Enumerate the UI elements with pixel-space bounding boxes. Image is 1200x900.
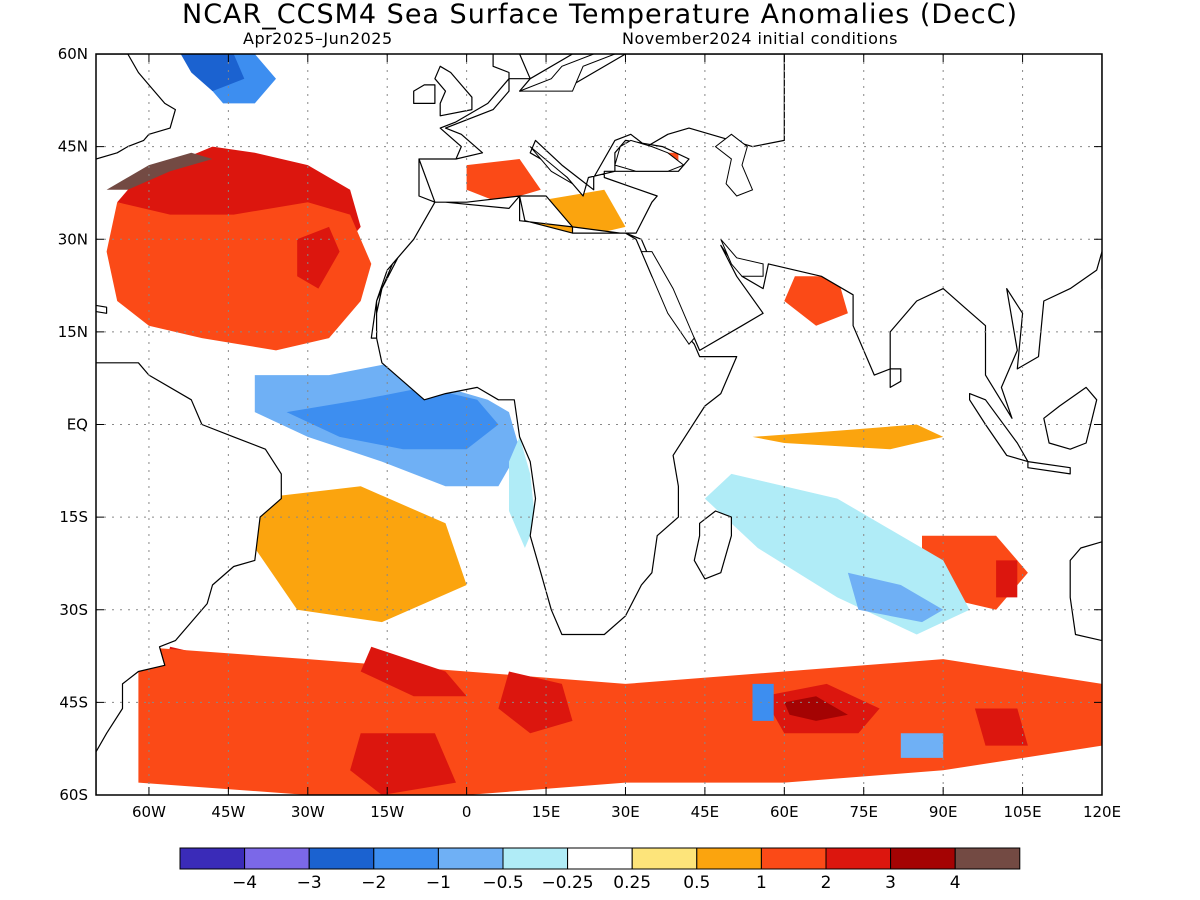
- colorbar-swatch-4: [437, 847, 504, 870]
- colorbar-swatch-0: [179, 847, 246, 870]
- lat-tick-label: 45S: [59, 693, 88, 711]
- anomaly-region-23: [752, 683, 774, 721]
- anomaly-region-10: [254, 486, 467, 623]
- land-south-america: [96, 362, 282, 795]
- land-java: [1027, 461, 1071, 475]
- land-great-britain: [434, 65, 473, 117]
- anomaly-region-18: [974, 708, 1028, 746]
- lon-tick-label: 15E: [532, 803, 561, 821]
- forecast-period-label: Apr2025–Jun2025: [243, 29, 393, 48]
- lon-tick-label: 15W: [370, 803, 404, 821]
- lat-tick-label: EQ: [67, 416, 88, 434]
- colorbar-label: −1: [426, 873, 451, 893]
- lat-tick-label: 60S: [59, 786, 88, 804]
- lat-tick-label: 30N: [58, 230, 88, 248]
- lon-tick-label: 30E: [611, 803, 640, 821]
- anomaly-region-13: [360, 646, 467, 697]
- land-sri-lanka: [889, 368, 902, 388]
- land-australia: [1069, 541, 1102, 642]
- colorbar: −4 −3 −2 −1 −0.5 −0.25 0.25 0.5 1 2 3 4: [179, 847, 1021, 893]
- colorbar-swatch-3: [373, 847, 439, 870]
- lon-tick-label: 0: [462, 803, 472, 821]
- colorbar-label: −0.5: [482, 873, 523, 893]
- land-madagascar: [693, 510, 733, 580]
- colorbar-swatch-5: [502, 847, 569, 870]
- colorbar-label: 1: [756, 873, 767, 893]
- anomaly-region-24: [900, 733, 944, 758]
- lon-tick-label: 60E: [770, 803, 799, 821]
- water-caspian-sea: [714, 133, 754, 197]
- colorbar-label: 4: [950, 873, 961, 893]
- land-borneo: [1043, 386, 1098, 450]
- colorbar-swatch-12: [954, 847, 1021, 870]
- water-baltic-sea: [519, 54, 616, 92]
- colorbar-label: 0.5: [683, 873, 710, 893]
- colorbar-swatch-7: [631, 847, 698, 870]
- lat-tick-label: 60N: [58, 45, 88, 63]
- colorbar-label: −2: [361, 873, 386, 893]
- grid-layer: [96, 54, 1102, 795]
- inland-water-layer: [519, 54, 764, 346]
- colorbar-label: 0.25: [613, 873, 651, 893]
- colorbar-swatch-2: [308, 847, 375, 870]
- colorbar-swatch-11: [890, 847, 956, 870]
- land-sumatra: [968, 393, 1029, 463]
- anomaly-region-1: [106, 152, 213, 190]
- lon-tick-label: 45W: [211, 803, 245, 821]
- lat-tick-label: 15N: [58, 323, 88, 341]
- land-layer: [96, 17, 1102, 795]
- colorbar-label: 2: [821, 873, 832, 893]
- anomaly-region-27: [466, 159, 541, 203]
- map-title: NCAR_CCSM4 Sea Surface Temperature Anoma…: [182, 0, 1018, 30]
- lat-tick-label: 15S: [59, 508, 88, 526]
- land-north-america: [96, 54, 176, 160]
- anomaly-region-25: [752, 424, 944, 450]
- anomaly-region-7: [286, 387, 499, 450]
- water-adriatic-aegean: [529, 146, 573, 185]
- anomaly-region-28: [530, 189, 626, 240]
- lon-tick-label: 105E: [1004, 803, 1042, 821]
- axis-labels: 60N 45N 30N 15N EQ 15S 30S 45S 60S 60W 45W 30W 15W 0 1…: [58, 45, 1121, 821]
- initial-conditions-label: November2024 initial conditions: [622, 29, 898, 48]
- anomaly-region-26: [784, 276, 848, 326]
- lat-tick-label: 30S: [59, 601, 88, 619]
- water-persian-gulf: [720, 238, 764, 277]
- lon-tick-label: 45E: [691, 803, 720, 821]
- colorbar-swatch-10: [825, 847, 892, 870]
- anomaly-region-3: [297, 226, 340, 289]
- lon-tick-label: 90E: [929, 803, 958, 821]
- land-ireland: [413, 84, 436, 105]
- anomaly-region-14: [498, 671, 573, 734]
- lon-tick-label: 60W: [132, 803, 166, 821]
- colorbar-swatch-9: [760, 847, 827, 870]
- lon-tick-label: 120E: [1083, 803, 1121, 821]
- anomaly-region-15: [350, 733, 456, 795]
- anomaly-region-8: [509, 436, 536, 548]
- colorbar-swatch-1: [244, 847, 310, 870]
- anomaly-region-20: [996, 560, 1018, 598]
- colorbar-label: −4: [232, 873, 257, 893]
- colorbar-label: −0.25: [542, 873, 594, 893]
- land-cuba-hispaniola: [96, 304, 108, 314]
- colorbar-label: −3: [297, 873, 322, 893]
- colorbar-swatch-8: [696, 847, 762, 870]
- lat-tick-label: 45N: [58, 138, 88, 156]
- land-iceland: [340, 17, 393, 29]
- land-africa-eurasia: [370, 54, 1102, 636]
- water-black-sea: [614, 139, 685, 172]
- anomaly-region-22: [847, 572, 944, 623]
- lon-tick-label: 75E: [849, 803, 878, 821]
- lon-tick-label: 30W: [291, 803, 325, 821]
- land-taiwan-japan: [1101, 269, 1102, 290]
- water-red-sea: [640, 251, 695, 346]
- colorbar-label: 3: [885, 873, 896, 893]
- colorbar-swatch-6: [567, 847, 633, 870]
